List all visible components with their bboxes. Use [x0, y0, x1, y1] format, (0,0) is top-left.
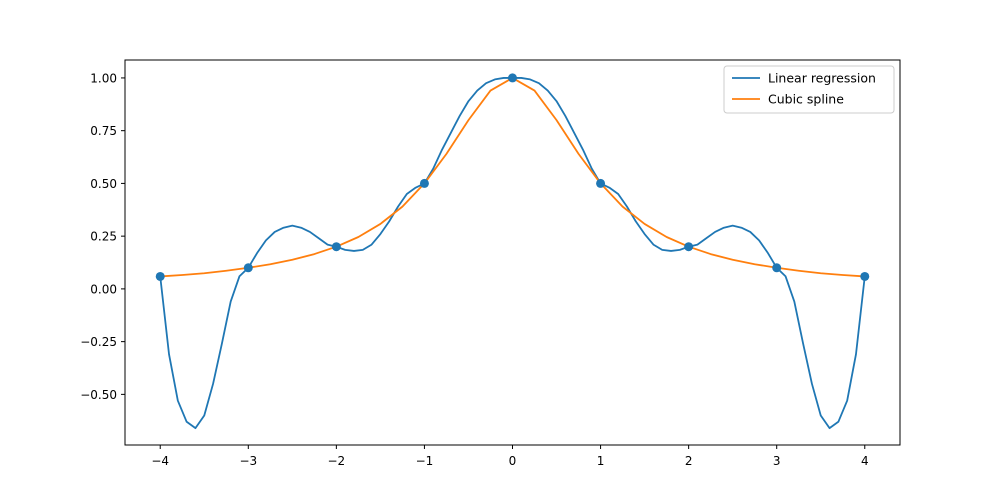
x-tick-label: −1	[416, 454, 434, 468]
data-point	[331, 242, 341, 252]
y-tick-label: −0.25	[80, 335, 117, 349]
x-tick-label: 2	[685, 454, 693, 468]
y-tick-label: 0.75	[90, 124, 117, 138]
axes-layer: −4 −3 −2 −1 0 1 2 3 4 −0.50 −0.25 0.00 0.25 0.50 0.75 1…	[80, 71, 868, 468]
legend-box	[723, 65, 895, 114]
y-tick-label: 0.00	[90, 282, 117, 296]
data-point	[684, 242, 694, 252]
data-point	[860, 271, 870, 281]
x-tick-label: 4	[861, 454, 869, 468]
data-point	[772, 263, 782, 273]
x-tick-label: −2	[328, 454, 346, 468]
legend-label-linear-regression: Linear regression	[768, 71, 876, 86]
x-tick-label: 0	[509, 454, 517, 468]
data-point	[155, 271, 165, 281]
data-point	[508, 73, 517, 83]
x-tick-label: 3	[773, 454, 781, 468]
legend-label-cubic-spline: Cubic spline	[768, 92, 844, 107]
legend: Linear regression Cubic spline	[723, 65, 895, 114]
plot-layer	[155, 73, 870, 430]
x-tick-label: −3	[239, 454, 257, 468]
x-tick-label: 1	[597, 454, 605, 468]
y-tick-label: 0.50	[90, 177, 117, 191]
y-tick-label: −0.50	[80, 388, 117, 402]
data-point	[419, 178, 429, 188]
data-point	[243, 263, 253, 273]
y-tick-label: 0.25	[90, 230, 117, 244]
data-point	[596, 178, 606, 188]
y-tick-label: 1.00	[90, 71, 117, 85]
x-tick-label: −4	[151, 454, 169, 468]
